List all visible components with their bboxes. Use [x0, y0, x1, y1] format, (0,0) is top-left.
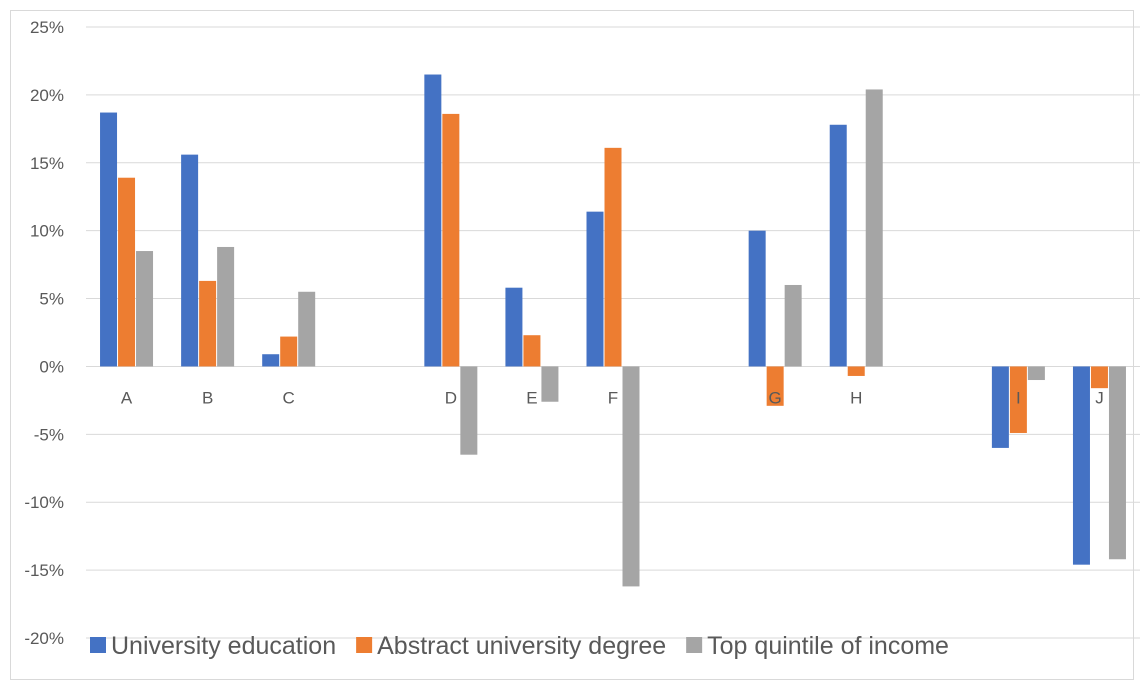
legend-swatch [686, 637, 703, 653]
x-tick-label: G [769, 388, 782, 407]
bar [1090, 366, 1108, 389]
bar [442, 113, 460, 367]
y-tick-label: -10% [24, 493, 64, 512]
bar [1009, 366, 1027, 433]
y-axis-ticks: 25% 20% 15% 10% 5% 0% -5% -10% -15% -20% [24, 18, 64, 648]
bar [586, 211, 604, 367]
bar [847, 366, 865, 376]
bar [748, 230, 766, 367]
bar [604, 147, 622, 367]
bar [1027, 366, 1045, 381]
bar [181, 154, 199, 367]
legend-label: Abstract university degree [377, 632, 666, 660]
bar [280, 336, 298, 367]
bar [829, 124, 847, 367]
bar [1072, 366, 1090, 565]
y-tick-label: -5% [34, 425, 64, 444]
bar [523, 335, 541, 367]
legend-label: University education [111, 632, 336, 660]
bar [100, 112, 118, 367]
x-tick-label: F [608, 388, 618, 407]
bar [541, 366, 559, 402]
y-tick-label: 5% [39, 290, 64, 309]
bar [991, 366, 1009, 448]
legend-label: Top quintile of income [707, 632, 949, 660]
bar [262, 354, 280, 367]
category-labels: A B C D E F G H I J [121, 388, 1104, 407]
x-tick-label: D [445, 388, 457, 407]
x-tick-label: A [121, 388, 133, 407]
y-tick-label: 20% [30, 86, 64, 105]
legend-swatch [356, 637, 373, 653]
bar [217, 246, 235, 367]
bar [199, 280, 217, 367]
bar [865, 89, 883, 367]
y-tick-label: 25% [30, 18, 64, 37]
bar [784, 284, 802, 367]
y-tick-label: 0% [39, 357, 64, 376]
gridlines [86, 26, 1140, 639]
bar [460, 366, 478, 455]
bar [505, 287, 523, 367]
bar [766, 366, 784, 406]
x-tick-label: I [1016, 388, 1021, 407]
bar [136, 251, 154, 367]
x-tick-label: H [850, 388, 862, 407]
bar [622, 366, 640, 587]
bar [118, 177, 136, 367]
x-tick-label: J [1095, 388, 1104, 407]
bar [424, 74, 442, 367]
legend-swatch [90, 637, 106, 653]
bars [100, 74, 1126, 587]
y-tick-label: -15% [24, 561, 64, 580]
y-tick-label: -20% [24, 629, 64, 648]
x-tick-label: C [283, 388, 295, 407]
x-tick-label: B [202, 388, 213, 407]
bar [1108, 366, 1126, 560]
bar [298, 291, 316, 367]
y-tick-label: 10% [30, 222, 64, 241]
y-tick-label: 15% [30, 154, 64, 173]
x-tick-label: E [526, 388, 537, 407]
legend: University education Abstract university … [90, 632, 949, 660]
